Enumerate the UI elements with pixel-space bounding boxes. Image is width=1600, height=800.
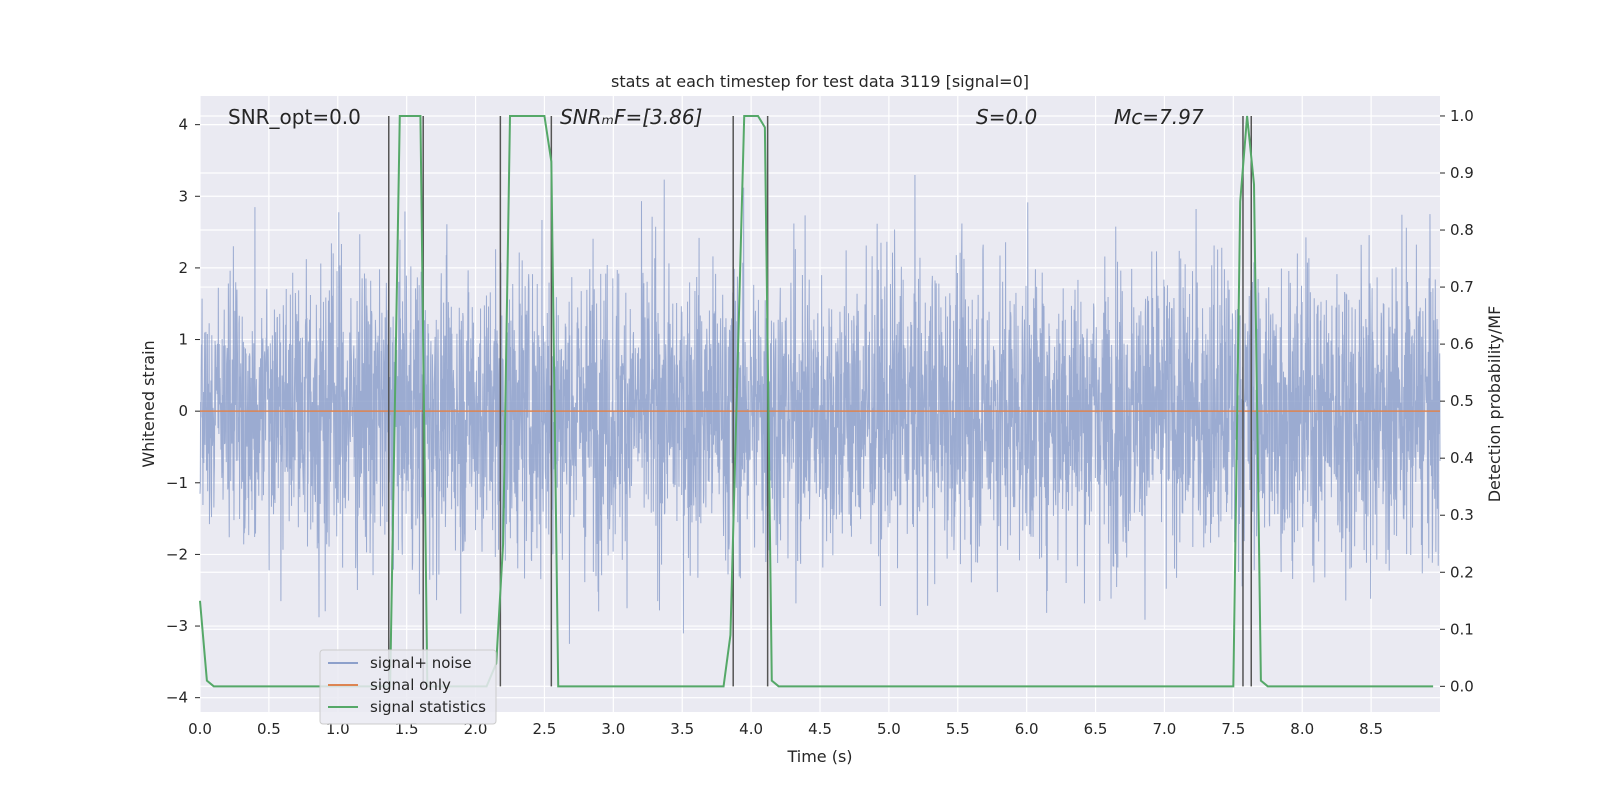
y-right-tick-label: 0.2	[1450, 563, 1474, 581]
x-tick-label: 7.0	[1153, 720, 1177, 738]
x-tick-label: 6.5	[1084, 720, 1108, 738]
annotation-snr-mf: SNRₘF=[3.86]	[560, 105, 702, 129]
y-left-tick-label: 2	[178, 259, 188, 277]
x-tick-label: 4.5	[808, 720, 832, 738]
legend-box	[319, 649, 497, 725]
y-left-tick-label: 0	[178, 402, 188, 420]
y-left-tick-label: −1	[166, 474, 188, 492]
x-tick-label: 7.5	[1221, 720, 1245, 738]
noise-line	[199, 174, 1441, 644]
x-axis-label: Time (s)	[786, 747, 852, 766]
noise-series	[199, 174, 1441, 644]
y-left-tick-label: −3	[166, 617, 188, 635]
y-right-tick-label: 0.8	[1450, 221, 1474, 239]
legend-label-signal-only: signal only	[370, 676, 451, 694]
x-tick-label: 3.0	[601, 720, 625, 738]
legend-label-signal-statistics: signal statistics	[370, 698, 486, 716]
annotation-snr-opt: SNR_opt=0.0	[228, 105, 361, 129]
x-tick-label: 0.5	[257, 720, 281, 738]
y-axis-right-ticks: 1.0 0.9 0.8 0.7 0.6 0.5 0.4 0.3 0.2 0.1 0.0	[1440, 107, 1474, 695]
y-right-tick-label: 0.7	[1450, 278, 1474, 296]
signal-statistics-series	[199, 114, 1434, 688]
annotation-s: S=0.0	[976, 105, 1037, 129]
y-right-tick-label: 0.9	[1450, 164, 1474, 182]
annotation-mc: Mᴄ=7.97	[1114, 105, 1204, 129]
y-right-tick-label: 0.4	[1450, 449, 1474, 467]
y-left-tick-label: 3	[178, 187, 188, 205]
signal-statistics-line	[199, 114, 1434, 688]
chart-title: stats at each timestep for test data 311…	[611, 72, 1029, 91]
y-axis-right-label: Detection probability/MF	[1485, 306, 1504, 503]
x-tick-label: 0.0	[188, 720, 212, 738]
y-right-tick-label: 0.0	[1450, 677, 1474, 695]
y-axis-left-label: Whitened strain	[139, 340, 158, 467]
y-right-tick-label: 0.1	[1450, 620, 1474, 638]
y-right-tick-label: 0.6	[1450, 335, 1474, 353]
x-tick-label: 5.5	[946, 720, 970, 738]
y-left-tick-label: −4	[166, 689, 188, 707]
x-tick-label: 8.5	[1359, 720, 1383, 738]
y-left-tick-label: −2	[166, 545, 188, 563]
y-right-tick-label: 0.3	[1450, 506, 1474, 524]
x-tick-label: 8.0	[1290, 720, 1314, 738]
y-right-tick-label: 0.5	[1450, 392, 1474, 410]
legend: signal+ noise signal only signal statist…	[319, 649, 497, 725]
x-tick-label: 6.0	[1015, 720, 1039, 738]
x-tick-label: 5.0	[877, 720, 901, 738]
x-tick-label: 2.5	[533, 720, 557, 738]
y-right-tick-label: 1.0	[1450, 107, 1474, 125]
x-tick-label: 3.5	[670, 720, 694, 738]
x-tick-label: 4.0	[739, 720, 763, 738]
y-left-tick-label: 1	[178, 331, 188, 349]
legend-label-noise: signal+ noise	[370, 654, 472, 672]
y-axis-left-ticks: 4 3 2 1 0 −1 −2 −3 −4	[166, 116, 200, 707]
y-left-tick-label: 4	[178, 116, 188, 134]
